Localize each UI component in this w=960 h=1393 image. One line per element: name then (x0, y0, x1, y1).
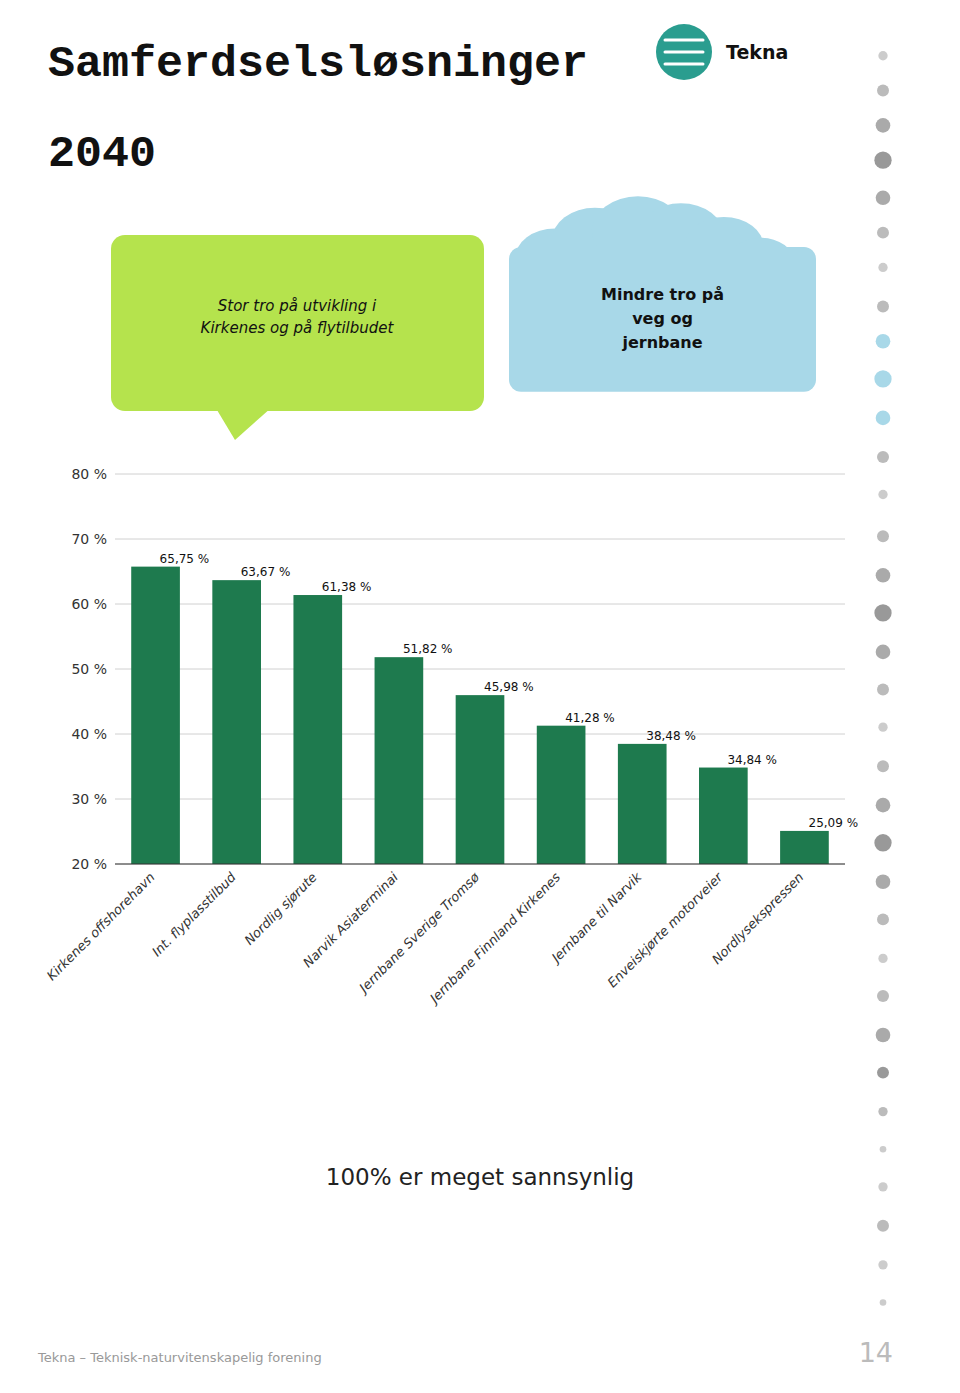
grid-line (115, 539, 845, 540)
green-bubble: Stor tro på utvikling i Kirkenes og på fl… (111, 235, 484, 440)
annotation: Mindre tro på veg og jernbane (601, 285, 724, 352)
cloud-body (509, 247, 816, 392)
x-tick-label: Jernbane Finnland Kirkenes (425, 869, 564, 1008)
y-tick-label: 50 % (71, 661, 107, 677)
decor-dot (876, 334, 891, 349)
decor-dot (876, 118, 891, 133)
data-labels: 65,75 % 63,67 % 61,38 % 51,82 % 45,98 % 41,28… (160, 552, 858, 830)
decor-dot (874, 370, 891, 387)
bar (375, 657, 424, 864)
data-label: 25,09 % (809, 816, 859, 830)
decor-dot (876, 1028, 891, 1043)
x-tick-label: Kirkenes offshorehavn (44, 870, 158, 984)
decor-dot (878, 51, 887, 60)
text-line: veg og (632, 309, 693, 328)
data-label: 45,98 % (484, 680, 534, 694)
decor-dot (878, 722, 887, 731)
decor-dot (880, 1299, 887, 1306)
subtitle: 2040 (48, 129, 156, 180)
decor-dot (878, 1260, 887, 1269)
x-axis: Kirkenes offshorehavnInt. flyplasstilbud… (44, 868, 807, 1008)
text-line: Mindre tro på (601, 285, 724, 304)
logo: Tekna (656, 24, 788, 80)
bars (131, 567, 829, 864)
decor-dot (877, 1067, 889, 1079)
decor-dot (877, 913, 889, 925)
logo-line (665, 51, 703, 54)
data-label: 41,28 % (565, 711, 615, 725)
decor-dot (878, 1182, 887, 1191)
page: Samferdselsløsninger 2040 Tekna Stor tro på… (0, 0, 960, 1393)
bar-chart: 20 % 30 % 40 % 50 % 60 % 70 % 80 % 65,75 % 63,67… (44, 466, 858, 1008)
footer-left: Tekna – Teknisk-naturvitenskapelig foren… (37, 1350, 322, 1365)
title: Samferdselsløsninger (48, 39, 588, 90)
annotation: Stor tro på utvikling i Kirkenes og på fl… (201, 297, 395, 337)
text-line: Kirkenes og på flytilbudet (201, 319, 395, 337)
decor-dot (877, 530, 889, 542)
data-label: 38,48 % (646, 729, 696, 743)
y-tick-label: 80 % (71, 466, 107, 482)
data-label: 63,67 % (241, 565, 291, 579)
decor-dot (874, 152, 891, 169)
x-axis-line (115, 864, 845, 865)
decor-dot (877, 684, 889, 696)
y-tick-label: 60 % (71, 596, 107, 612)
text-line: Stor tro på utvikling i (218, 297, 377, 315)
decor-dot (876, 568, 891, 583)
x-tick-label: Jernbane til Narvik (547, 869, 645, 967)
decor-dot (877, 1220, 889, 1232)
decor-dot (877, 85, 889, 97)
decor-dot (877, 227, 889, 239)
logo-circle (656, 24, 712, 80)
bar (456, 695, 505, 864)
blue-cloud: Mindre tro på veg og jernbane (509, 196, 816, 391)
decor-dot (877, 760, 889, 772)
decor-dot (877, 990, 889, 1002)
caption: 100% er meget sannsynlig (326, 1164, 634, 1190)
x-tick-label: Enveiskjørte motorveier (605, 868, 727, 990)
bar (212, 580, 261, 864)
bar (131, 567, 180, 864)
logo-line (665, 63, 703, 66)
decor-dot (876, 874, 891, 889)
grid-line (115, 864, 845, 865)
grid-line (115, 474, 845, 475)
decor-dot (878, 1107, 887, 1116)
footer-right: 14 (859, 1337, 893, 1368)
data-label: 61,38 % (322, 580, 372, 594)
bubble-box (111, 235, 484, 411)
y-tick-label: 30 % (71, 791, 107, 807)
bar (618, 744, 667, 864)
background (0, 0, 960, 1393)
decor-dot (878, 263, 887, 272)
decor-dot (874, 834, 891, 851)
data-label: 51,82 % (403, 642, 453, 656)
decor-dot (876, 798, 891, 813)
decor-dot (878, 954, 887, 963)
y-tick-label: 20 % (71, 856, 107, 872)
data-label: 65,75 % (160, 552, 210, 566)
logo-text: Tekna (726, 41, 788, 63)
x-tick-label: Nordlig sjørute (241, 870, 319, 948)
y-tick-label: 40 % (71, 726, 107, 742)
decor-dot (877, 300, 889, 312)
bar (780, 831, 829, 864)
decor-dot (874, 604, 891, 621)
data-label: 34,84 % (727, 753, 777, 767)
bar (699, 768, 748, 864)
x-tick-label: Int. flyplasstilbud (149, 869, 239, 959)
decor-dot (878, 490, 887, 499)
decor-dot (880, 1146, 887, 1153)
bar (537, 726, 586, 864)
decor-dot (876, 190, 891, 205)
decor-dot (877, 451, 889, 463)
decor-dots (874, 51, 891, 1306)
text-line: jernbane (621, 333, 702, 352)
bar (293, 595, 342, 864)
y-tick-label: 70 % (71, 531, 107, 547)
x-tick-label: Nordlysekspressen (709, 870, 807, 968)
decor-dot (876, 411, 891, 426)
logo-line (665, 39, 703, 42)
decor-dot (876, 645, 891, 660)
